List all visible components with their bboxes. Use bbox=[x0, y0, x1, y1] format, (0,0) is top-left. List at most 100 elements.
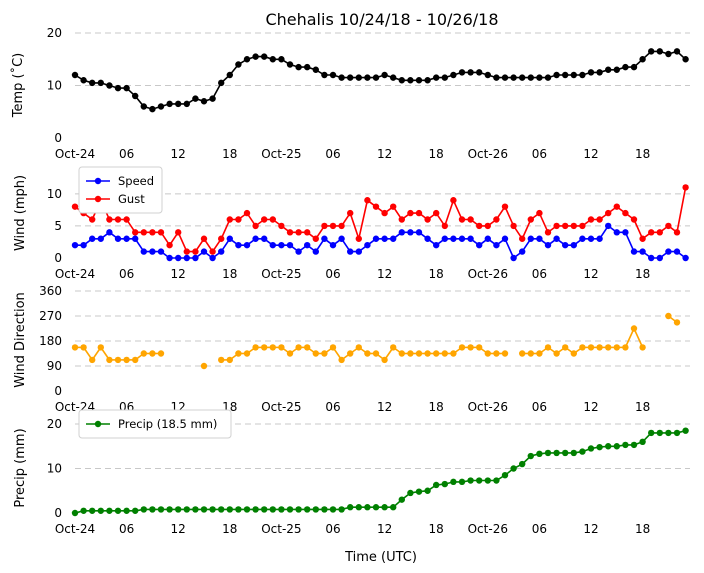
data-point bbox=[501, 471, 509, 479]
data-point bbox=[673, 429, 681, 437]
x-tick-label: 06 bbox=[119, 267, 134, 281]
data-point bbox=[665, 222, 672, 230]
x-tick-label: 12 bbox=[377, 147, 392, 161]
data-point bbox=[312, 235, 319, 242]
series-line bbox=[74, 50, 687, 110]
x-tick-label: Oct-24 bbox=[55, 522, 95, 536]
data-point bbox=[235, 350, 242, 357]
x-tick-label: 12 bbox=[377, 267, 392, 281]
data-point bbox=[304, 344, 311, 351]
data-point bbox=[278, 222, 285, 230]
x-tick-label: 18 bbox=[222, 147, 237, 161]
data-point bbox=[458, 69, 466, 76]
data-point bbox=[682, 56, 689, 63]
data-point bbox=[157, 350, 165, 357]
data-point bbox=[390, 235, 397, 242]
data-point bbox=[312, 506, 319, 513]
x-tick-label: 12 bbox=[171, 267, 186, 281]
x-tick-label: 18 bbox=[429, 400, 444, 414]
data-point bbox=[286, 241, 294, 249]
data-point bbox=[347, 74, 354, 81]
data-point bbox=[656, 429, 663, 437]
data-point bbox=[372, 203, 380, 210]
data-point bbox=[252, 235, 259, 242]
y-tick-label: 270 bbox=[39, 309, 62, 323]
data-point bbox=[682, 427, 689, 434]
x-tick-label: Oct-25 bbox=[261, 522, 301, 536]
data-point bbox=[140, 248, 147, 255]
data-point bbox=[622, 229, 629, 236]
series-line bbox=[74, 429, 686, 514]
data-point bbox=[106, 229, 113, 236]
data-point bbox=[295, 344, 302, 351]
data-point bbox=[243, 209, 251, 217]
data-point bbox=[510, 222, 517, 230]
data-point bbox=[355, 74, 362, 81]
data-point bbox=[347, 504, 354, 511]
data-point bbox=[295, 63, 302, 71]
y-tick-label: 0 bbox=[54, 384, 62, 398]
data-point bbox=[493, 477, 500, 484]
data-point bbox=[295, 506, 302, 513]
data-point bbox=[656, 48, 663, 55]
x-tick-label: 12 bbox=[377, 522, 392, 536]
data-point bbox=[562, 449, 569, 457]
data-point bbox=[458, 344, 466, 351]
y-tick-label: 0 bbox=[54, 506, 62, 520]
data-point bbox=[226, 216, 233, 223]
data-point bbox=[226, 71, 233, 79]
data-point bbox=[149, 248, 156, 255]
data-point bbox=[450, 197, 457, 204]
data-point bbox=[450, 71, 457, 79]
data-point bbox=[364, 241, 371, 249]
data-point bbox=[338, 74, 345, 81]
data-point bbox=[175, 100, 182, 108]
data-point bbox=[544, 74, 552, 81]
data-point bbox=[269, 506, 276, 513]
data-point bbox=[252, 344, 259, 351]
y-tick-label: 360 bbox=[39, 284, 62, 298]
data-point bbox=[390, 203, 397, 210]
legend-swatch-marker bbox=[94, 177, 102, 185]
data-point bbox=[364, 350, 371, 357]
data-point bbox=[106, 82, 113, 89]
data-point bbox=[304, 241, 311, 249]
data-point bbox=[312, 350, 319, 357]
data-point bbox=[71, 203, 79, 210]
data-point bbox=[175, 506, 182, 513]
data-point bbox=[192, 254, 199, 262]
data-point bbox=[355, 248, 362, 255]
data-point bbox=[166, 100, 173, 108]
data-point bbox=[450, 235, 457, 242]
data-point bbox=[132, 356, 139, 364]
data-point bbox=[441, 222, 448, 230]
data-point bbox=[527, 216, 534, 223]
x-tick-label: 06 bbox=[325, 267, 340, 281]
data-point bbox=[183, 100, 190, 108]
data-point bbox=[536, 350, 543, 357]
y-tick-label: 10 bbox=[47, 462, 62, 476]
data-point bbox=[226, 235, 233, 242]
data-point bbox=[510, 74, 517, 81]
data-point bbox=[587, 344, 595, 351]
x-tick-label: 12 bbox=[377, 400, 392, 414]
data-point bbox=[71, 509, 79, 517]
data-point bbox=[484, 71, 491, 79]
data-point bbox=[415, 350, 423, 357]
y-tick-label: 90 bbox=[47, 359, 62, 373]
data-point bbox=[269, 241, 276, 249]
x-tick-label: Oct-24 bbox=[55, 267, 95, 281]
data-point bbox=[398, 350, 405, 357]
data-point bbox=[441, 350, 448, 357]
data-point bbox=[630, 441, 638, 449]
data-point bbox=[97, 344, 105, 351]
chart-title: Chehalis 10/24/18 - 10/26/18 bbox=[265, 10, 498, 29]
data-point bbox=[295, 248, 302, 255]
data-point bbox=[605, 344, 612, 351]
data-point bbox=[140, 506, 147, 513]
panel-1: 0 5 10 Oct-24 06 12 18 Oct-25 06 12 18 Oct-26 06 12 18… bbox=[13, 166, 690, 281]
data-point bbox=[596, 216, 603, 223]
x-tick-label: 06 bbox=[532, 147, 547, 161]
data-point bbox=[605, 209, 612, 217]
